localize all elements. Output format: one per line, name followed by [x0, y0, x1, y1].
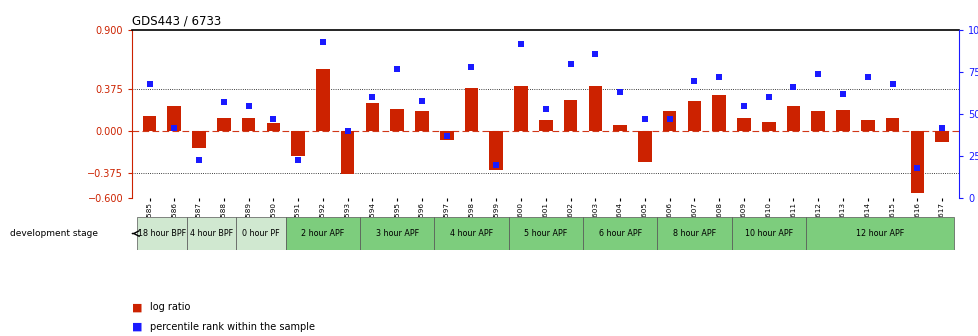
- Bar: [143, 117, 156, 131]
- Bar: [192, 131, 205, 148]
- Bar: [805, 217, 954, 250]
- Bar: [860, 120, 873, 131]
- Text: 12 hour APF: 12 hour APF: [855, 229, 904, 238]
- Bar: [712, 95, 726, 131]
- Bar: [439, 131, 453, 140]
- Text: 3 hour APF: 3 hour APF: [376, 229, 419, 238]
- Bar: [217, 118, 231, 131]
- Bar: [910, 131, 923, 193]
- Bar: [415, 111, 428, 131]
- Bar: [509, 217, 582, 250]
- Bar: [687, 101, 700, 131]
- Text: 4 hour BPF: 4 hour BPF: [190, 229, 233, 238]
- Bar: [316, 70, 330, 131]
- Bar: [662, 111, 676, 131]
- Bar: [291, 131, 304, 156]
- Bar: [612, 125, 626, 131]
- Text: GDS443 / 6733: GDS443 / 6733: [132, 15, 221, 28]
- Bar: [167, 107, 181, 131]
- Bar: [266, 123, 280, 131]
- Text: 6 hour APF: 6 hour APF: [598, 229, 641, 238]
- Bar: [638, 131, 651, 162]
- Bar: [360, 217, 434, 250]
- Bar: [539, 120, 552, 131]
- Bar: [489, 131, 503, 170]
- Bar: [588, 86, 601, 131]
- Bar: [731, 217, 805, 250]
- Bar: [390, 109, 404, 131]
- Text: log ratio: log ratio: [150, 302, 190, 312]
- Bar: [465, 88, 478, 131]
- Text: percentile rank within the sample: percentile rank within the sample: [150, 322, 315, 332]
- Text: ■: ■: [132, 322, 143, 332]
- Bar: [811, 111, 824, 131]
- Bar: [582, 217, 656, 250]
- Bar: [340, 131, 354, 174]
- Bar: [786, 107, 799, 131]
- Bar: [434, 217, 509, 250]
- Text: 18 hour BPF: 18 hour BPF: [138, 229, 186, 238]
- Bar: [736, 118, 750, 131]
- Bar: [835, 110, 849, 131]
- Bar: [513, 86, 527, 131]
- Text: 5 hour APF: 5 hour APF: [523, 229, 567, 238]
- Bar: [365, 103, 378, 131]
- Text: 0 hour PF: 0 hour PF: [242, 229, 280, 238]
- Text: 2 hour APF: 2 hour APF: [301, 229, 344, 238]
- Bar: [761, 122, 775, 131]
- Bar: [885, 118, 899, 131]
- Bar: [656, 217, 731, 250]
- Text: development stage: development stage: [10, 229, 98, 238]
- Bar: [563, 100, 577, 131]
- Text: 8 hour APF: 8 hour APF: [672, 229, 715, 238]
- Bar: [187, 217, 236, 250]
- Bar: [286, 217, 360, 250]
- Text: 10 hour APF: 10 hour APF: [744, 229, 792, 238]
- Text: 4 hour APF: 4 hour APF: [450, 229, 493, 238]
- Bar: [934, 131, 948, 142]
- Bar: [137, 217, 187, 250]
- Text: ■: ■: [132, 302, 143, 312]
- Bar: [236, 217, 286, 250]
- Bar: [242, 118, 255, 131]
